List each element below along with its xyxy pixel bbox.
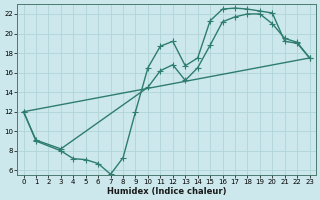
X-axis label: Humidex (Indice chaleur): Humidex (Indice chaleur) bbox=[107, 187, 226, 196]
